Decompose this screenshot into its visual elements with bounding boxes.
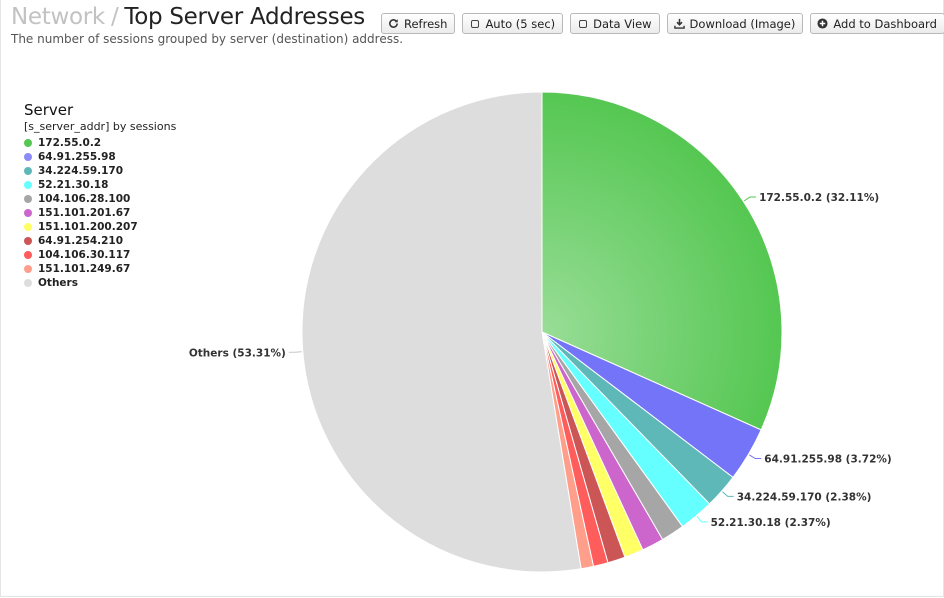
legend-title: Server — [24, 101, 74, 119]
legend-item[interactable]: 34.224.59.170 — [24, 164, 176, 178]
refresh-label: Refresh — [404, 16, 448, 31]
refresh-icon — [388, 18, 399, 29]
page-title-text: Top Server Addresses — [124, 4, 365, 30]
legend-swatch — [24, 237, 32, 245]
auto-refresh-toggle[interactable]: Auto (5 sec) — [462, 13, 564, 34]
data-view-label: Data View — [593, 16, 652, 31]
legend-swatch — [24, 139, 32, 147]
breadcrumb-separator: / — [110, 4, 119, 30]
legend-item[interactable]: 151.101.200.207 — [24, 220, 176, 234]
legend-swatch — [24, 209, 32, 217]
download-icon — [673, 18, 685, 29]
plus-circle-icon — [817, 18, 828, 29]
legend-swatch — [24, 153, 32, 161]
legend-item[interactable]: 52.21.30.18 — [24, 178, 176, 192]
legend-swatch — [24, 223, 32, 231]
chart-legend: Server [s_server_addr] by sessions 172.5… — [24, 101, 176, 290]
legend-item[interactable]: 104.106.28.100 — [24, 192, 176, 206]
page-title: Network / Top Server Addresses — [11, 3, 365, 31]
label-leader-line — [722, 491, 734, 497]
slice-highlight — [542, 92, 782, 430]
slice-data-label: 64.91.255.98 (3.72%) — [764, 454, 891, 466]
legend-item[interactable]: Others — [24, 276, 176, 290]
legend-label: 151.101.200.207 — [38, 221, 138, 233]
label-leader-line — [743, 196, 757, 202]
slice-data-label: Others (53.31%) — [189, 347, 286, 359]
data-view-toggle[interactable]: Data View — [570, 13, 660, 34]
legend-item[interactable]: 151.101.201.67 — [24, 206, 176, 220]
legend-label: 64.91.254.210 — [38, 235, 124, 247]
add-to-dashboard-button[interactable]: Add to Dashboard — [810, 13, 944, 34]
page-subtitle: The number of sessions grouped by server… — [11, 32, 404, 46]
label-leader-line — [288, 351, 302, 353]
legend-item[interactable]: 64.91.255.98 — [24, 150, 176, 164]
label-leader-line — [749, 454, 762, 460]
legend-label: 172.55.0.2 — [38, 137, 102, 149]
checkbox-icon — [577, 18, 588, 29]
legend-swatch — [24, 251, 32, 259]
legend-label: Others — [38, 277, 78, 289]
checkbox-icon — [469, 18, 480, 29]
legend-item[interactable]: 172.55.0.2 — [24, 136, 176, 150]
toolbar: Refresh Auto (5 sec) Data View Download … — [381, 13, 944, 34]
pie-slice-others[interactable] — [301, 91, 582, 573]
legend-label: 104.106.30.117 — [38, 249, 131, 261]
auto-refresh-label: Auto (5 sec) — [485, 16, 556, 31]
slice-data-label: 172.55.0.2 (32.11%) — [759, 192, 879, 204]
legend-subtitle: [s_server_addr] by sessions — [24, 120, 177, 133]
legend-label: 104.106.28.100 — [38, 193, 131, 205]
legend-item[interactable]: 64.91.254.210 — [24, 234, 176, 248]
legend-label: 151.101.249.67 — [38, 263, 131, 275]
add-to-dashboard-label: Add to Dashboard — [833, 16, 937, 31]
legend-swatch — [24, 279, 32, 287]
download-label: Download (Image) — [689, 16, 796, 31]
legend-label: 64.91.255.98 — [38, 151, 116, 163]
legend-swatch — [24, 265, 32, 273]
breadcrumb-network[interactable]: Network — [11, 4, 105, 30]
legend-item[interactable]: 151.101.249.67 — [24, 262, 176, 276]
label-leader-line — [696, 516, 708, 523]
slice-data-label: 34.224.59.170 (2.38%) — [737, 491, 872, 503]
legend-label: 151.101.201.67 — [38, 207, 131, 219]
download-image-button[interactable]: Download (Image) — [666, 13, 804, 34]
legend-swatch — [24, 167, 32, 175]
legend-swatch — [24, 181, 32, 189]
legend-label: 52.21.30.18 — [38, 179, 109, 191]
refresh-button[interactable]: Refresh — [381, 13, 456, 34]
legend-item[interactable]: 104.106.30.117 — [24, 248, 176, 262]
legend-label: 34.224.59.170 — [38, 165, 124, 177]
legend-swatch — [24, 195, 32, 203]
slice-data-label: 52.21.30.18 (2.37%) — [711, 517, 831, 529]
